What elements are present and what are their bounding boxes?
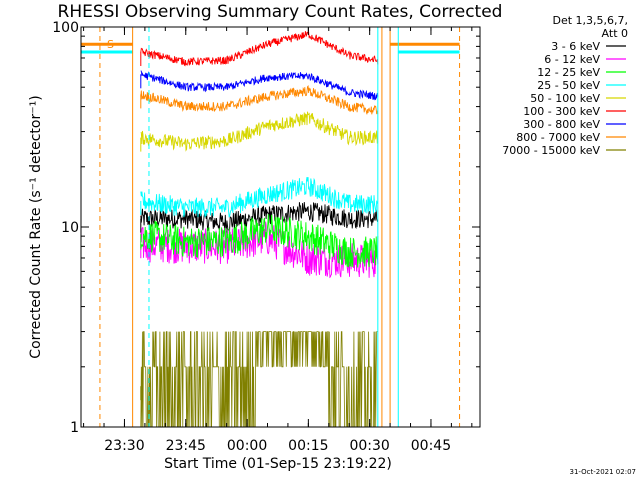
legend-entry-label: 6 - 12 keV	[544, 53, 600, 66]
x-tick-label: 23:30	[104, 438, 144, 454]
legend-entry-label: 25 - 50 keV	[537, 79, 600, 92]
x-tick-label: 00:45	[411, 438, 451, 454]
y-tick-label: 1	[70, 420, 79, 436]
x-axis-label: Start Time (01-Sep-15 23:19:22)	[164, 456, 392, 472]
legend-entry-label: 300 - 800 keV	[523, 118, 600, 131]
legend-entry-label: 12 - 25 keV	[537, 66, 600, 79]
y-axis-label: Corrected Count Rate (s⁻¹ detector⁻¹)	[28, 95, 44, 358]
chart-title: RHESSI Observing Summary Count Rates, Co…	[58, 2, 503, 22]
series-7	[140, 84, 379, 115]
series-8	[140, 331, 378, 428]
timestamp: 31-Oct-2021 02:07	[570, 468, 636, 476]
series-line-8	[140, 331, 378, 428]
legend-entry-label: 800 - 7000 keV	[516, 131, 600, 144]
series-line-6	[140, 70, 379, 101]
legend-header: Att 0	[602, 27, 628, 40]
legend-entry-label: 100 - 300 keV	[523, 105, 600, 118]
legend-entry-label: 50 - 100 keV	[530, 92, 600, 105]
series-5	[140, 31, 379, 67]
series-line-3	[140, 177, 379, 218]
series-line-5	[140, 31, 379, 67]
legend-entry-label: 3 - 6 keV	[551, 40, 600, 53]
legend-header: Det 1,3,5,6,7,	[552, 14, 628, 27]
series-group	[140, 31, 379, 428]
series-3	[140, 177, 379, 218]
series-line-4	[140, 111, 379, 152]
axes-group: 1 10 100 23:30 23:45 00:00 00:15 00:30 00:45	[52, 20, 480, 454]
x-tick-label: 23:45	[166, 438, 206, 454]
legend-entry-label: 7000 - 15000 keV	[502, 144, 600, 157]
y-tick-label: 100	[52, 20, 79, 36]
y-tick-label: 10	[61, 220, 79, 236]
series-line-0	[140, 202, 379, 233]
series-4	[140, 111, 379, 152]
x-tick-label: 00:15	[288, 438, 328, 454]
x-tick-label: 00:30	[349, 438, 389, 454]
saa-label: S	[107, 38, 114, 51]
y-axis-label-text: Corrected Count Rate (s⁻¹ detector⁻¹)	[28, 95, 44, 358]
series-line-7	[140, 84, 379, 115]
markers-group: S	[80, 27, 461, 427]
x-tick-label: 00:00	[227, 438, 267, 454]
series-line-2	[140, 214, 379, 268]
